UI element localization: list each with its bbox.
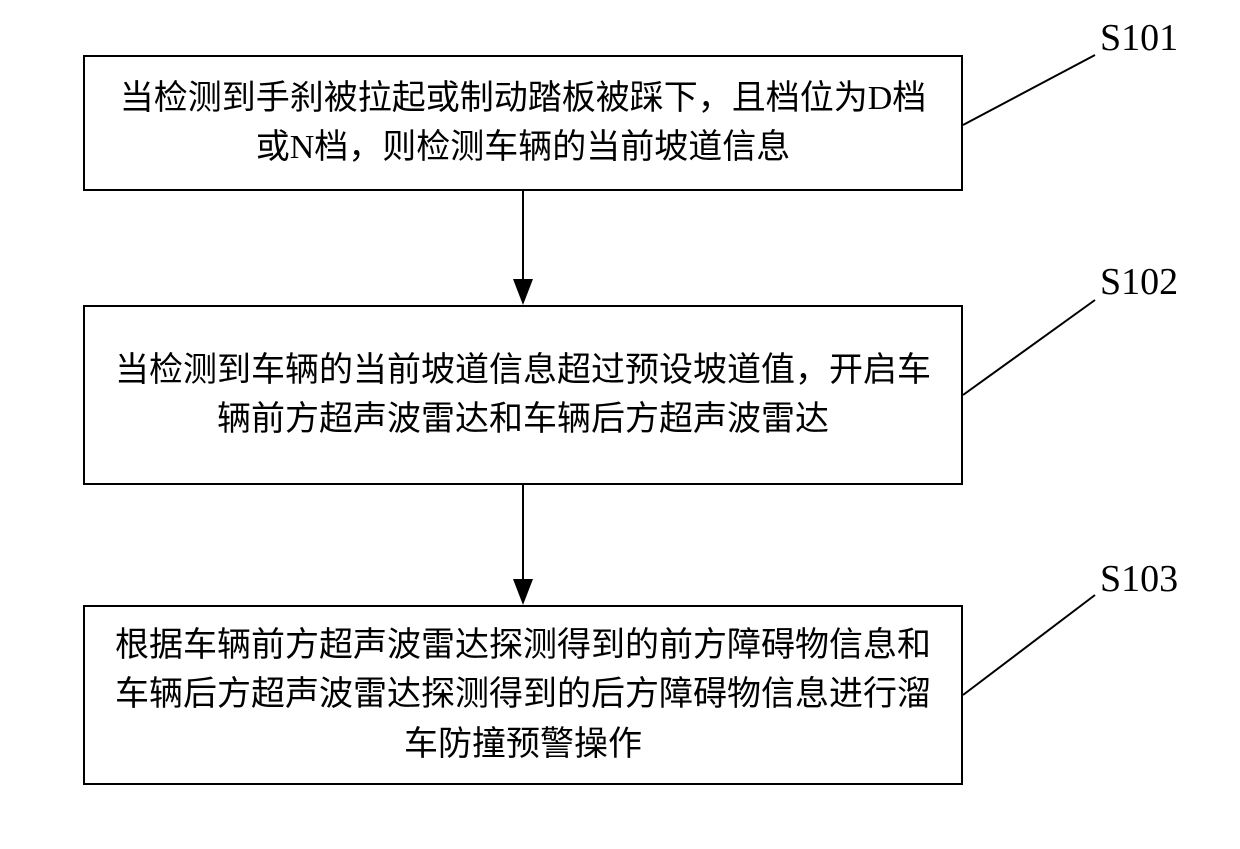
leader-s103	[0, 0, 1240, 849]
flowchart-canvas: 当检测到手刹被拉起或制动踏板被踩下，且档位为D档或N档，则检测车辆的当前坡道信息…	[0, 0, 1240, 849]
